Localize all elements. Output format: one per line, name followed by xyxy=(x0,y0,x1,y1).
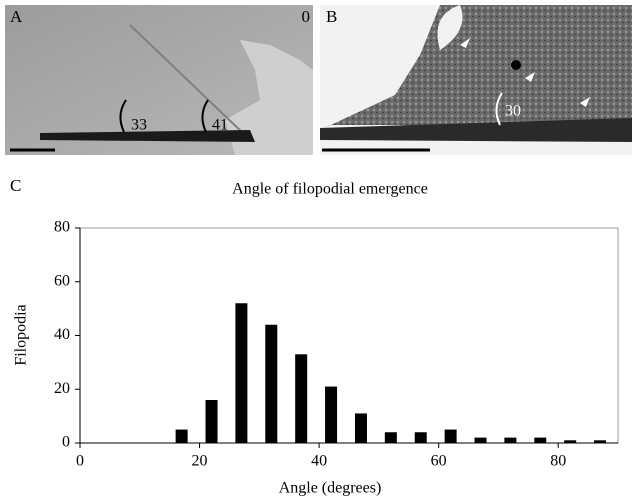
bar xyxy=(534,437,547,443)
filopodium xyxy=(40,130,255,142)
bar xyxy=(265,324,278,443)
cell-edge xyxy=(225,40,313,155)
panel-label: C xyxy=(10,176,21,195)
filopodium xyxy=(320,118,632,142)
bar xyxy=(564,440,577,443)
y-axis-title: Filopodia xyxy=(13,304,30,365)
x-tick-label: 40 xyxy=(311,453,327,470)
bar xyxy=(354,413,367,443)
angle-label: 33 xyxy=(131,117,147,134)
panel-label: B xyxy=(326,7,337,26)
chart-title: Angle of filopodial emergence xyxy=(232,181,428,198)
time-label: 0 xyxy=(302,7,311,26)
x-tick-label: 0 xyxy=(76,453,84,470)
bar xyxy=(295,354,308,443)
bar xyxy=(444,429,457,443)
bar xyxy=(474,437,487,443)
panel-b: B 30 xyxy=(320,5,632,155)
y-tick-label: 20 xyxy=(54,380,70,397)
cell-gap xyxy=(437,5,463,50)
x-tick-label: 60 xyxy=(431,453,447,470)
angle-label: 41 xyxy=(212,117,228,134)
plot-frame xyxy=(79,227,619,444)
angle-arc xyxy=(201,99,209,133)
panel-label: A xyxy=(10,7,23,26)
x-axis-title: Angle (degrees) xyxy=(279,480,382,497)
bar xyxy=(235,303,248,443)
bar xyxy=(325,386,338,443)
angle-label: 30 xyxy=(505,103,521,120)
y-tick-label: 80 xyxy=(54,219,70,236)
x-tick-label: 80 xyxy=(550,453,566,470)
angle-arc xyxy=(495,92,503,126)
angle-arc xyxy=(119,99,127,133)
filopodium xyxy=(129,24,246,136)
bar xyxy=(175,429,188,443)
panel-a: A 0 33 41 xyxy=(5,5,313,155)
x-tick-label: 20 xyxy=(192,453,208,470)
bar xyxy=(414,432,427,443)
bar xyxy=(594,440,607,443)
bar xyxy=(384,432,397,443)
bar xyxy=(205,400,218,443)
particle xyxy=(511,60,521,70)
y-tick-label: 60 xyxy=(54,272,70,289)
y-tick-label: 40 xyxy=(54,326,70,343)
cell xyxy=(320,5,632,135)
y-tick-label: 0 xyxy=(62,434,70,451)
bar xyxy=(504,437,517,443)
